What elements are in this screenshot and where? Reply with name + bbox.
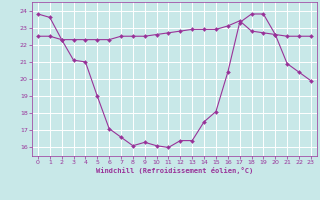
X-axis label: Windchill (Refroidissement éolien,°C): Windchill (Refroidissement éolien,°C)	[96, 167, 253, 174]
